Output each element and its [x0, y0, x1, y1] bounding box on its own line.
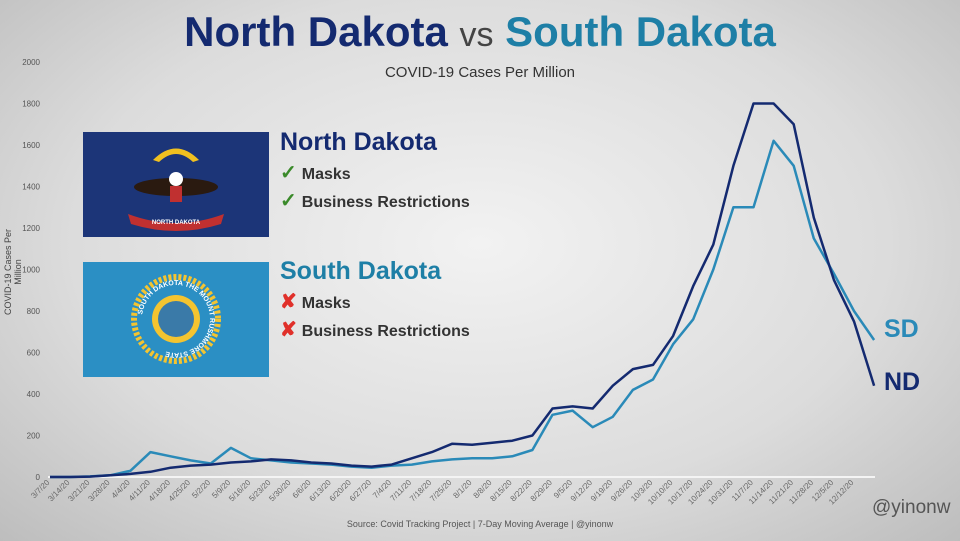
- y-tick-label: 1400: [22, 183, 40, 192]
- cross-icon: ✘: [280, 319, 297, 341]
- author-handle: @yinonw: [872, 497, 951, 518]
- title-south-dakota: South Dakota: [505, 8, 776, 55]
- check-icon: ✓: [280, 190, 297, 212]
- legend-nd-item: ✓ Masks: [280, 162, 351, 184]
- y-tick-label: 0: [36, 473, 41, 482]
- y-tick-label: 1200: [22, 224, 40, 233]
- x-tick-label: 5/2/20: [190, 478, 212, 500]
- legend-north-dakota: North Dakota ✓ Masks ✓ Business Restrictio…: [280, 128, 470, 213]
- series-line-sd: [50, 139, 876, 479]
- x-tick-label: 8/29/20: [529, 478, 555, 504]
- chart-title: North Dakota vs South Dakota: [0, 6, 960, 61]
- legend-sd-name: South Dakota: [280, 257, 442, 285]
- nd-flag-text: NORTH DAKOTA: [152, 220, 201, 226]
- x-tick-label: 8/1/20: [451, 478, 473, 500]
- y-tick-label: 1600: [22, 141, 40, 150]
- legend-sd-item: ✘ Masks: [280, 291, 351, 313]
- cross-icon: ✘: [280, 291, 297, 313]
- legend-south-dakota: South Dakota ✘ Masks ✘ Business Restrictio…: [280, 257, 470, 342]
- x-tick-label: 5/30/20: [267, 478, 293, 504]
- x-tick-label: 3/28/20: [86, 478, 112, 504]
- end-label-sd: SD: [884, 315, 919, 343]
- y-tick-label: 2000: [22, 58, 40, 67]
- legend-nd-name: North Dakota: [280, 128, 437, 156]
- y-tick-label: 200: [27, 432, 41, 441]
- y-tick-label: 800: [27, 307, 41, 316]
- x-tick-label: 4/25/20: [167, 478, 193, 504]
- chart-subtitle: COVID-19 Cases Per Million: [384, 64, 576, 81]
- y-tick-label: 1800: [22, 100, 40, 109]
- y-tick-label: 400: [27, 390, 41, 399]
- south-dakota-flag: SOUTH DAKOTA THE MOUNT RUSHMORE STATE: [83, 262, 269, 377]
- title-vs: vs: [459, 16, 494, 54]
- legend-sd-item: ✘ Business Restrictions: [280, 319, 470, 341]
- north-dakota-flag: NORTH DAKOTA: [83, 132, 269, 237]
- y-tick-label: 600: [27, 349, 41, 358]
- source-note: Source: Covid Tracking Project | 7-Day M…: [346, 519, 614, 529]
- series-line-nd: [50, 102, 876, 479]
- x-tick-label: 7/25/20: [428, 478, 454, 504]
- x-tick-label: 6/27/20: [348, 478, 374, 504]
- check-icon: ✓: [280, 162, 297, 184]
- legend-nd-item: ✓ Business Restrictions: [280, 190, 470, 212]
- end-label-nd: ND: [884, 368, 921, 396]
- y-tick-label: 1000: [22, 266, 40, 275]
- title-north-dakota: North Dakota: [184, 8, 448, 55]
